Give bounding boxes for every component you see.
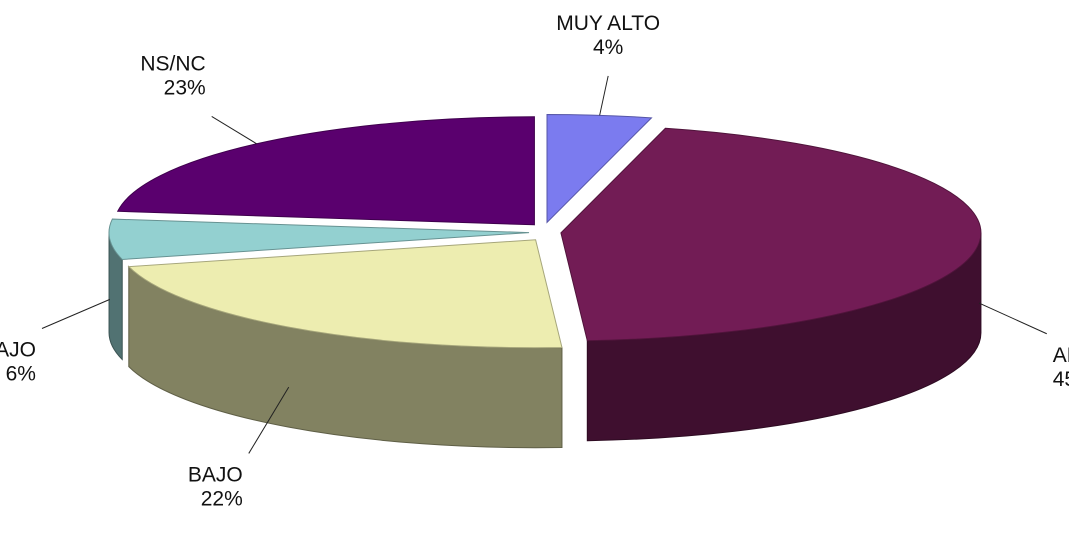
slice-value-label: 6% bbox=[6, 363, 36, 386]
slice bbox=[546, 113, 653, 224]
slice-label: BAJO bbox=[188, 463, 243, 486]
slice bbox=[108, 218, 530, 260]
leader-line bbox=[978, 302, 1047, 335]
leader-line bbox=[248, 386, 290, 454]
slice-label: MUY BAJO bbox=[0, 339, 36, 362]
slice bbox=[127, 239, 563, 349]
leader-line bbox=[599, 75, 609, 116]
slice-label: NS/NC bbox=[140, 52, 205, 75]
slice-value-label: 4% bbox=[593, 36, 623, 59]
slice-label: MUY ALTO bbox=[556, 12, 660, 35]
slice-value-label: 23% bbox=[164, 76, 206, 99]
leader-line bbox=[211, 116, 257, 145]
leader-line bbox=[41, 298, 111, 329]
slice-value-label: 22% bbox=[201, 487, 243, 510]
slice bbox=[116, 116, 535, 226]
slice-label: ALTO bbox=[1053, 344, 1069, 367]
slice-value-label: 45% bbox=[1053, 368, 1069, 391]
slice bbox=[560, 127, 982, 342]
